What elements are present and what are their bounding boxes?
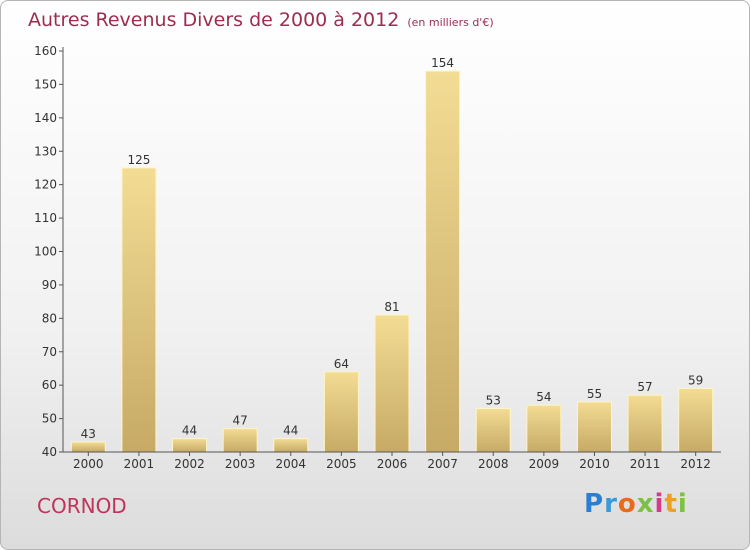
bar-value-label: 125 (127, 153, 150, 167)
bar-value-label: 53 (486, 394, 501, 408)
bar-value-label: 43 (81, 427, 96, 441)
y-tick-label: 120 (34, 178, 57, 192)
y-tick-label: 140 (34, 111, 57, 125)
commune-name: CORNOD (37, 494, 127, 518)
y-tick-label: 130 (34, 144, 57, 158)
chart-title-block: Autres Revenus Divers de 2000 à 2012 (en … (28, 9, 494, 31)
bar (172, 438, 208, 453)
x-tick-label: 2004 (275, 457, 306, 471)
bar-value-label: 57 (637, 380, 652, 394)
x-tick-label: 2011 (630, 457, 661, 471)
bar (70, 441, 106, 453)
logo-letter: t (664, 489, 678, 519)
y-tick-label: 90 (42, 278, 57, 292)
bar (627, 394, 663, 453)
bar-value-label: 64 (334, 357, 349, 371)
x-tick-label: 2006 (377, 457, 408, 471)
bar (526, 404, 562, 453)
x-tick-label: 2007 (427, 457, 458, 471)
x-tick-label: 2001 (124, 457, 155, 471)
bar (222, 428, 258, 453)
bar (323, 371, 359, 453)
x-tick-label: 2002 (174, 457, 205, 471)
bar-value-label: 55 (587, 387, 602, 401)
chart-title: Autres Revenus Divers de 2000 à 2012 (28, 9, 400, 31)
logo-letter: i (654, 489, 665, 519)
bar (678, 388, 714, 453)
x-tick-label: 2009 (529, 457, 560, 471)
x-tick-label: 2005 (326, 457, 357, 471)
y-tick-label: 150 (34, 77, 57, 91)
bar-value-label: 47 (233, 414, 248, 428)
axes-group: 2000 2001 2002 2003 2004 2005 2006 2007 2008 2009… (34, 44, 721, 471)
bar (425, 70, 461, 453)
y-tick-label: 100 (34, 245, 57, 259)
bar-value-label: 44 (283, 424, 298, 438)
x-tick-label: 2003 (225, 457, 256, 471)
y-tick-label: 40 (42, 445, 57, 459)
y-tick-label: 110 (34, 211, 57, 225)
chart-subtitle: (en milliers d'€) (407, 16, 494, 29)
bar (374, 314, 410, 453)
proxiti-logo: Proxiti (584, 489, 688, 519)
x-tick-label: 2008 (478, 457, 509, 471)
bar-value-label: 44 (182, 424, 197, 438)
logo-letter: P (584, 489, 605, 519)
x-tick-label: 2000 (73, 457, 104, 471)
y-tick-label: 160 (34, 44, 57, 58)
x-tick-label: 2012 (680, 457, 711, 471)
bar-value-label: 154 (431, 56, 454, 70)
logo-letter: i (677, 489, 688, 519)
bar-value-label: 81 (384, 300, 399, 314)
y-tick-label: 70 (42, 345, 57, 359)
y-tick-label: 50 (42, 412, 57, 426)
bar (576, 401, 612, 453)
bar (121, 167, 157, 453)
bar (273, 438, 309, 453)
bar-value-label: 59 (688, 374, 703, 388)
bar-value-label: 54 (536, 390, 551, 404)
x-tick-label: 2010 (579, 457, 610, 471)
logo-letter: r (604, 489, 618, 519)
bar (475, 408, 511, 453)
y-tick-label: 80 (42, 311, 57, 325)
logo-letter: x (636, 489, 655, 519)
logo-letter: o (617, 489, 637, 519)
y-tick-label: 60 (42, 378, 57, 392)
bars-group: 43 125 44 47 44 64 81 154 53 54 55 57 59 (70, 56, 714, 453)
